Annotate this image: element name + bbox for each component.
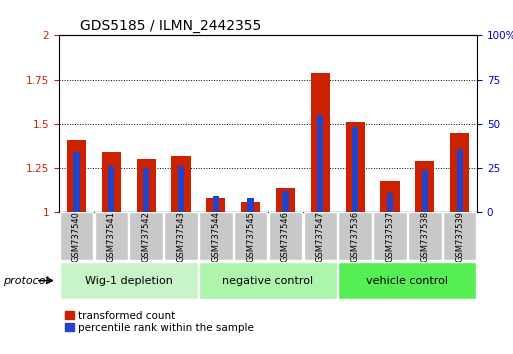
Bar bbox=[339, 262, 477, 299]
Text: GSM737540: GSM737540 bbox=[72, 211, 81, 262]
Text: GSM737539: GSM737539 bbox=[455, 211, 464, 262]
Bar bbox=[94, 212, 128, 260]
Bar bbox=[408, 212, 442, 260]
Bar bbox=[443, 212, 477, 260]
Text: protocol: protocol bbox=[3, 275, 48, 286]
Bar bbox=[457, 149, 463, 212]
Bar bbox=[422, 170, 428, 212]
Bar bbox=[269, 212, 302, 260]
Bar bbox=[387, 193, 393, 212]
Text: GSM737545: GSM737545 bbox=[246, 211, 255, 262]
Text: GSM737547: GSM737547 bbox=[316, 211, 325, 262]
Bar bbox=[276, 188, 295, 212]
Text: GSM737546: GSM737546 bbox=[281, 211, 290, 262]
Bar bbox=[373, 212, 407, 260]
Bar bbox=[136, 159, 155, 212]
Text: negative control: negative control bbox=[223, 275, 313, 286]
Bar bbox=[178, 166, 184, 212]
Text: Wig-1 depletion: Wig-1 depletion bbox=[85, 275, 172, 286]
Text: GSM737544: GSM737544 bbox=[211, 211, 220, 262]
Bar bbox=[73, 152, 80, 212]
Text: GSM737542: GSM737542 bbox=[142, 211, 151, 262]
Bar bbox=[164, 212, 198, 260]
Bar bbox=[108, 166, 114, 212]
Bar bbox=[67, 140, 86, 212]
Bar bbox=[60, 262, 198, 299]
Text: GSM737536: GSM737536 bbox=[351, 211, 360, 262]
Bar bbox=[199, 262, 337, 299]
Bar bbox=[241, 202, 260, 212]
Text: GSM737543: GSM737543 bbox=[176, 211, 185, 262]
Text: GSM737537: GSM737537 bbox=[385, 211, 394, 262]
Bar bbox=[129, 212, 163, 260]
Bar bbox=[206, 198, 225, 212]
Legend: transformed count, percentile rank within the sample: transformed count, percentile rank withi… bbox=[64, 310, 254, 334]
Bar bbox=[247, 198, 254, 212]
Bar bbox=[60, 212, 93, 260]
Text: GSM737541: GSM737541 bbox=[107, 211, 116, 262]
Bar bbox=[171, 156, 190, 212]
Bar bbox=[234, 212, 267, 260]
Bar bbox=[213, 196, 219, 212]
Bar bbox=[282, 191, 289, 212]
Bar bbox=[415, 161, 435, 212]
Text: vehicle control: vehicle control bbox=[366, 275, 448, 286]
Bar bbox=[352, 127, 358, 212]
Bar bbox=[304, 212, 337, 260]
Text: GSM737538: GSM737538 bbox=[420, 211, 429, 262]
Bar bbox=[143, 168, 149, 212]
Bar bbox=[339, 212, 372, 260]
Bar bbox=[102, 152, 121, 212]
Bar bbox=[381, 181, 400, 212]
Bar bbox=[317, 115, 323, 212]
Bar bbox=[199, 212, 232, 260]
Bar bbox=[311, 73, 330, 212]
Bar bbox=[346, 122, 365, 212]
Bar bbox=[450, 133, 469, 212]
Text: GDS5185 / ILMN_2442355: GDS5185 / ILMN_2442355 bbox=[80, 19, 261, 33]
